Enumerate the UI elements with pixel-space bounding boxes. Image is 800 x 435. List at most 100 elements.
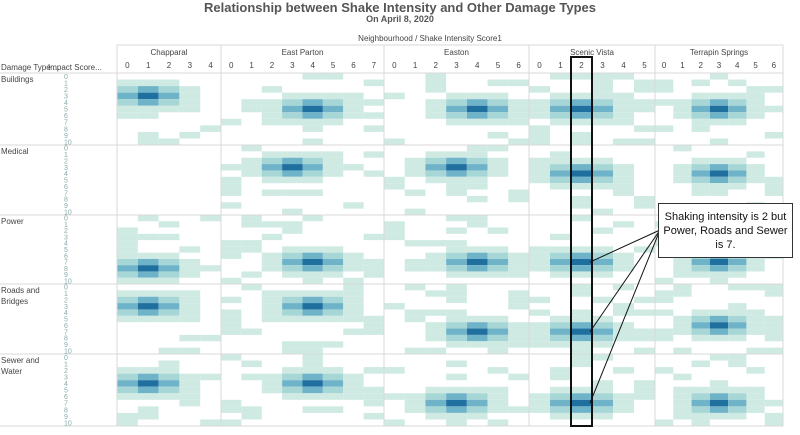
heatmap-cell <box>634 296 655 304</box>
heatmap-cell <box>179 258 201 266</box>
heatmap-cell <box>137 303 159 310</box>
heatmap-cell <box>673 399 692 407</box>
heatmap-cell <box>384 92 405 100</box>
heatmap-cell <box>241 164 262 171</box>
heatmap-cell <box>282 157 303 165</box>
heatmap-cell <box>550 246 571 253</box>
impact-score-tick: 6 <box>64 184 68 191</box>
heatmap-cell <box>673 271 692 278</box>
heatmap-cell <box>691 258 710 266</box>
heatmap-cell <box>764 189 783 196</box>
heatmap-cell <box>446 105 467 113</box>
heatmap-cell <box>117 386 138 394</box>
heatmap-cell <box>117 290 138 297</box>
heatmap-cell <box>728 183 747 190</box>
heatmap-cell <box>404 240 426 247</box>
heatmap-cell <box>487 118 509 126</box>
heatmap-cell <box>282 208 303 215</box>
impact-score-tick: 1 <box>64 361 68 368</box>
heatmap-cell <box>550 258 571 266</box>
heatmap-cell <box>673 258 692 266</box>
heatmap-cell <box>487 393 509 400</box>
heatmap-cell <box>613 252 634 259</box>
heatmap-cell <box>446 265 467 272</box>
heatmap-cell <box>282 170 303 177</box>
heatmap-cell <box>709 271 729 278</box>
heatmap-cell <box>613 118 634 126</box>
heatmap-cell <box>466 157 488 165</box>
heatmap-cell <box>691 406 710 413</box>
damage-type-label: Roads and <box>1 286 40 295</box>
heatmap-cell <box>691 309 710 316</box>
heatmap-cell <box>384 393 405 400</box>
impact-score-tick: 0 <box>64 355 68 362</box>
heatmap-cell <box>446 246 467 253</box>
heatmap-cell <box>343 296 364 304</box>
heatmap-cell <box>709 170 729 177</box>
heatmap-cell <box>550 386 571 394</box>
heatmap-cell <box>117 252 138 259</box>
heatmap-cell <box>746 265 765 272</box>
heatmap-cell <box>446 328 467 335</box>
heatmap-cell <box>404 157 426 165</box>
heatmap-cell <box>655 79 674 87</box>
heatmap-cell <box>746 92 765 100</box>
shake-score-tick: 1 <box>413 61 418 70</box>
heatmap-cell <box>137 386 159 394</box>
heatmap-cell <box>117 367 138 374</box>
heatmap-cell <box>404 208 426 215</box>
heatmap-cell <box>446 151 467 158</box>
heatmap-cell <box>634 138 655 145</box>
heatmap-cell <box>571 315 592 323</box>
heatmap-cell <box>363 99 384 106</box>
heatmap-cell <box>746 151 765 158</box>
heatmap-cell <box>241 284 262 291</box>
heatmap-cell <box>466 246 488 253</box>
heatmap-cell <box>446 215 467 222</box>
heatmap-cell <box>446 393 467 400</box>
heatmap-cell <box>655 309 674 316</box>
heatmap-cell <box>673 373 692 381</box>
impact-score-tick: 0 <box>64 216 68 223</box>
heatmap-cell <box>241 373 262 381</box>
heatmap-cell <box>322 265 344 272</box>
heatmap-cell <box>404 315 426 323</box>
neighbourhood-label: East Parton <box>282 48 324 57</box>
heatmap-cell <box>728 406 747 413</box>
heatmap-cell <box>221 322 242 329</box>
heatmap-cell <box>571 265 592 272</box>
heatmap-cell <box>571 354 592 361</box>
heatmap-cell <box>158 309 180 316</box>
heatmap-cell <box>282 271 303 278</box>
heatmap-cell <box>261 252 283 259</box>
heatmap-cell <box>529 328 550 335</box>
heatmap-cell <box>261 176 283 184</box>
heatmap-cell <box>746 393 765 400</box>
heatmap-cell <box>571 118 592 126</box>
heatmap-cell <box>691 79 710 87</box>
heatmap-cell <box>158 233 180 241</box>
heatmap-cell <box>550 164 571 171</box>
heatmap-cell <box>446 290 467 297</box>
impact-score-tick: 0 <box>64 74 68 81</box>
heatmap-cell <box>137 99 159 106</box>
impact-score-tick: 8 <box>64 266 68 273</box>
heatmap-cell <box>550 92 571 100</box>
heatmap-cell <box>466 118 488 126</box>
heatmap-cell <box>764 86 783 93</box>
heatmap-cell <box>302 373 323 381</box>
heatmap-cell <box>466 99 488 106</box>
shake-score-tick: 1 <box>249 61 254 70</box>
heatmap-cell <box>179 399 201 407</box>
shake-score-tick: 3 <box>454 61 459 70</box>
heatmap-cell <box>728 284 747 291</box>
heatmap-cell <box>117 296 138 304</box>
heatmap-cell <box>592 105 613 113</box>
heatmap-cell <box>592 393 613 400</box>
heatmap-cell <box>221 419 242 426</box>
heatmap-cell <box>158 290 180 297</box>
heatmap-cell <box>241 406 262 413</box>
heatmap-cell <box>179 246 201 253</box>
impact-score-tick: 10 <box>64 420 72 427</box>
shake-score-tick: 1 <box>680 61 685 70</box>
